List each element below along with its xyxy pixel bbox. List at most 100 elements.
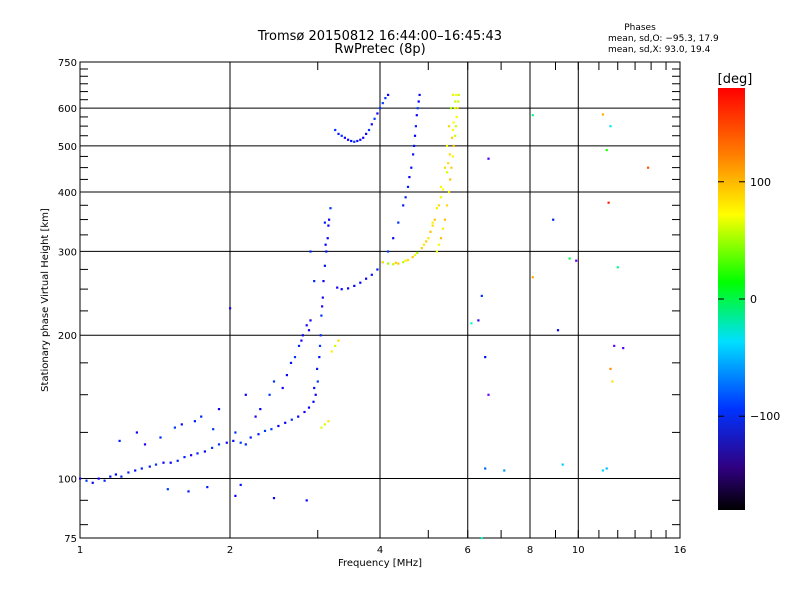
data-point-o: [290, 418, 293, 421]
y-tick-label: 600: [58, 104, 77, 115]
data-point-o: [259, 408, 262, 411]
data-point-o: [307, 406, 311, 409]
data-point-o: [417, 100, 420, 103]
data-point-o: [285, 374, 288, 377]
data-point-o: [196, 452, 199, 455]
data-point-o: [140, 467, 143, 470]
data-point-o: [387, 250, 390, 253]
data-point-x: [449, 178, 452, 181]
data-point-o: [328, 218, 331, 221]
data-point-o: [316, 367, 319, 370]
data-point-o: [329, 207, 332, 210]
data-point-o: [316, 380, 319, 383]
data-point-o: [254, 415, 257, 418]
data-point-x: [422, 243, 426, 246]
data-point-x: [402, 261, 405, 264]
data-point-x: [447, 190, 451, 194]
data-point-o: [340, 288, 343, 291]
data-point-o: [109, 475, 112, 478]
data-point-sparse: [552, 218, 555, 221]
data-point-o: [162, 461, 165, 464]
data-point-o: [323, 264, 326, 267]
colorbar-ticks: 100 0 −100: [718, 176, 780, 423]
data-point-x: [435, 207, 438, 210]
x-tick-label: 16: [674, 545, 687, 556]
data-point-x: [454, 134, 457, 137]
data-point-o: [169, 461, 172, 464]
data-point-o: [297, 415, 300, 418]
data-point-x: [447, 125, 451, 128]
data-point-sparse: [605, 149, 608, 152]
data-point-x: [456, 107, 459, 110]
data-point-x: [451, 128, 454, 132]
y-tick-label: 300: [58, 247, 77, 258]
data-point-o: [324, 243, 327, 246]
data-point-o: [392, 237, 395, 240]
data-point-o: [293, 356, 297, 359]
data-point-o: [305, 499, 308, 502]
data-point-o: [166, 488, 169, 491]
data-point-x: [394, 261, 397, 264]
data-point-o: [272, 497, 276, 500]
data-point-o: [277, 424, 280, 428]
data-point-o: [343, 136, 346, 139]
data-point-x: [445, 144, 449, 147]
data-point-sparse: [484, 356, 487, 359]
colorbar-title: [deg]: [718, 72, 753, 87]
data-point-o: [402, 204, 405, 207]
data-point-o: [321, 296, 324, 299]
data-point-x: [420, 247, 423, 250]
data-point-x: [452, 144, 455, 147]
data-point-o: [370, 273, 373, 276]
data-point-o: [367, 128, 371, 132]
data-point-x: [445, 204, 449, 207]
data-point-sparse: [531, 276, 534, 279]
legend-line-o: mean, sd,O: −95.3, 17.9: [608, 34, 719, 44]
data-point-x: [451, 93, 454, 96]
data-point-x: [448, 153, 451, 156]
data-point-x: [397, 262, 400, 265]
data-point-x: [404, 259, 407, 262]
data-point-o: [281, 386, 284, 390]
data-point-o: [356, 139, 359, 143]
data-point-x: [439, 196, 443, 199]
data-point-o: [217, 408, 221, 411]
x-tick-label: 8: [527, 545, 533, 556]
data-point-o: [376, 268, 379, 271]
data-point-o: [289, 361, 293, 364]
data-point-x: [437, 243, 440, 246]
data-point-o: [376, 112, 379, 115]
data-point-o: [350, 139, 353, 143]
data-point-o: [365, 277, 368, 280]
y-tick-label: 750: [58, 58, 77, 69]
data-point-x: [433, 218, 436, 221]
data-point-sparse: [613, 344, 616, 347]
data-point-o: [211, 446, 214, 449]
data-point-o: [297, 344, 301, 347]
data-point-sparse: [622, 347, 625, 350]
data-point-x: [443, 166, 447, 169]
y-tick-label: 200: [58, 331, 77, 342]
data-point-sparse: [487, 157, 490, 160]
data-point-o: [336, 286, 339, 289]
data-point-x: [454, 93, 458, 96]
data-point-x: [457, 100, 460, 103]
data-point-o: [307, 329, 311, 332]
data-point-o: [321, 305, 324, 308]
data-point-o: [127, 471, 130, 474]
colorbar-tick-label: 100: [750, 176, 771, 189]
colorbar-tick-label: 0: [750, 293, 757, 306]
data-point-x: [381, 261, 384, 264]
data-point-o: [397, 221, 400, 224]
data-point-o: [180, 423, 183, 426]
data-point-o: [154, 463, 158, 466]
data-point-o: [312, 400, 315, 403]
data-point-x: [413, 253, 417, 257]
x-tick-label: 10: [572, 545, 585, 556]
data-point-o: [412, 153, 415, 156]
data-point-x: [455, 115, 458, 119]
data-point-o: [340, 134, 343, 137]
data-point-x: [451, 155, 454, 158]
x-tick-label: 4: [377, 545, 383, 556]
data-point-sparse: [647, 166, 650, 169]
